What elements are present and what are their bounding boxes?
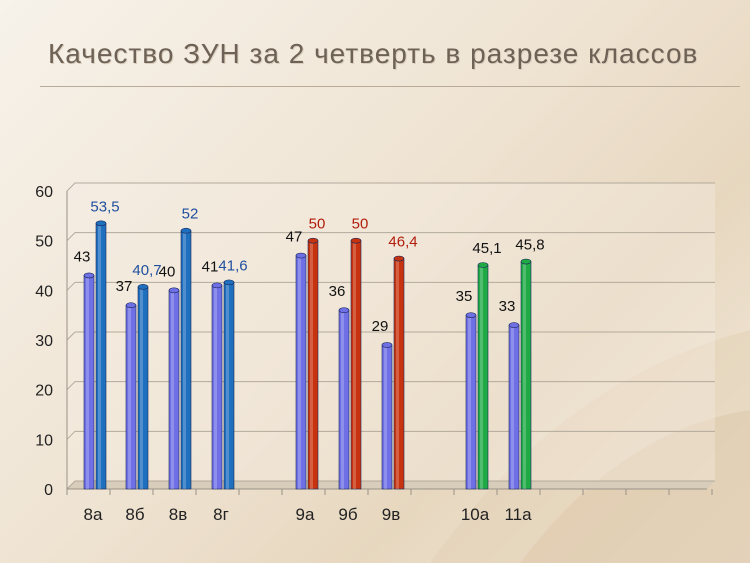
bar-series1 (338, 307, 350, 490)
data-label-series2: 50 (352, 216, 369, 233)
x-category-label: 9в (382, 505, 401, 524)
bar-series2-highlight (183, 230, 186, 489)
gridline (66, 182, 715, 192)
bar-series1-cap (125, 302, 137, 309)
bar-series2-highlight (310, 240, 313, 489)
bar-series2 (95, 220, 107, 490)
data-label-series1: 40 (159, 263, 176, 280)
bar-series1 (83, 272, 95, 490)
bar-series2-cap (180, 227, 192, 234)
bar-series2 (180, 227, 192, 490)
bar-series1 (125, 302, 137, 490)
bar-series2 (520, 258, 532, 490)
bar-series1-highlight (86, 275, 89, 489)
bar-series2-cap (393, 255, 405, 262)
bar-series1 (508, 322, 520, 490)
data-label-series1: 37 (116, 278, 133, 295)
bar-series2-highlight (480, 265, 483, 489)
x-category-label: 8г (213, 505, 229, 524)
x-category-label: 9б (338, 505, 357, 524)
bar-series1-cap (168, 287, 180, 294)
bar-series2 (307, 237, 319, 490)
y-tick-label: 60 (35, 184, 53, 201)
bar-series2-highlight (226, 282, 229, 489)
x-category-label: 8а (84, 505, 103, 524)
y-tick-label: 20 (35, 383, 53, 400)
bar-series1-highlight (468, 315, 471, 489)
bar-series1-cap (381, 342, 393, 348)
bar-series2 (137, 284, 149, 490)
bar-series2 (393, 255, 405, 490)
bar-series1-highlight (298, 255, 301, 489)
bar-series2-cap (350, 237, 362, 244)
gridline (66, 331, 715, 341)
bar-series2-cap (137, 284, 149, 290)
y-tick-label: 10 (35, 432, 53, 449)
bar-series1-highlight (341, 310, 344, 489)
title-divider (40, 86, 740, 87)
bar-series1-cap (83, 272, 95, 279)
data-label-series2: 46,4 (388, 234, 417, 251)
y-tick-label: 40 (35, 283, 53, 300)
bar-series1-cap (211, 282, 223, 289)
bar-series2-highlight (353, 240, 356, 489)
bar-series1 (465, 312, 477, 490)
bar-series1 (381, 342, 393, 490)
bar-series1-cap (465, 312, 477, 318)
x-category-label: 8б (125, 505, 144, 524)
bar-series1 (295, 252, 307, 490)
bar-series2-cap (95, 220, 107, 227)
data-label-series1: 47 (286, 229, 303, 246)
bar-series1-highlight (128, 305, 131, 489)
bar-series2-cap (307, 237, 319, 244)
bar-series2-highlight (396, 258, 399, 489)
data-label-series1: 35 (456, 288, 473, 305)
bar-series2 (477, 262, 489, 490)
bar-series2-highlight (140, 286, 143, 489)
data-label-series2: 41,6 (218, 257, 247, 274)
y-tick-label: 0 (44, 482, 53, 499)
gridline (66, 430, 715, 440)
gridline (66, 381, 715, 391)
bar-series1-highlight (384, 344, 387, 489)
x-category-label: 9а (296, 505, 315, 524)
data-label-series1: 29 (372, 318, 389, 335)
gridline (66, 281, 715, 291)
x-category-label: 8в (169, 505, 188, 524)
bar-series1-cap (295, 252, 307, 259)
bar-series2 (223, 279, 235, 490)
y-tick-label: 30 (35, 333, 53, 350)
bar-series1 (168, 287, 180, 490)
bar-series1 (211, 282, 223, 490)
bar-series1-highlight (171, 290, 174, 489)
bar-series2-cap (477, 262, 489, 268)
data-label-series2: 45,8 (515, 237, 544, 254)
bar-series1-highlight (214, 285, 217, 489)
bar-series2-highlight (98, 223, 101, 490)
y-tick-label: 50 (35, 234, 53, 251)
data-label-series1: 41 (202, 258, 219, 275)
data-label-series2: 45,1 (472, 240, 501, 257)
data-label-series2: 53,5 (90, 198, 119, 215)
bar-series1-cap (338, 307, 350, 314)
data-label-series2: 40,7 (132, 262, 161, 279)
bar-series2-cap (223, 279, 235, 286)
data-label-series1: 36 (329, 283, 346, 300)
bar-series2-cap (520, 258, 532, 265)
bar-series2-highlight (523, 261, 526, 489)
data-label-series1: 43 (74, 248, 91, 265)
bar-series1-highlight (511, 325, 514, 489)
bar-series1-cap (508, 322, 520, 328)
x-category-label: 11а (504, 505, 532, 524)
x-category-label: 10а (461, 505, 490, 524)
gridline (66, 232, 715, 242)
bar-series2 (350, 237, 362, 490)
data-label-series2: 52 (182, 206, 199, 223)
data-label-series1: 33 (499, 298, 516, 315)
data-label-series2: 50 (309, 216, 326, 233)
gridline (66, 480, 715, 490)
slide-title: Качество ЗУН за 2 четверть в разрезе кла… (48, 38, 699, 69)
